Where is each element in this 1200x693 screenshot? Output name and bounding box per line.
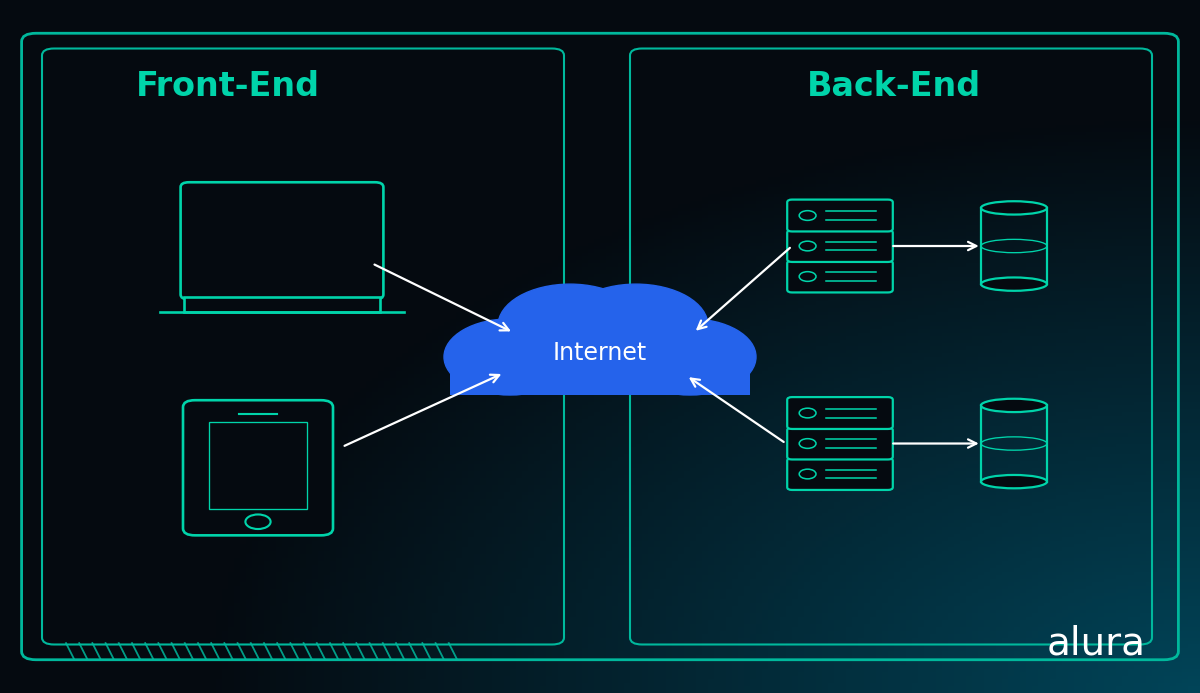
FancyBboxPatch shape bbox=[787, 261, 893, 292]
Circle shape bbox=[518, 296, 682, 390]
FancyBboxPatch shape bbox=[787, 397, 893, 429]
FancyBboxPatch shape bbox=[182, 400, 332, 535]
Text: Front-End: Front-End bbox=[136, 70, 320, 103]
Bar bbox=[185, 297, 379, 312]
Text: alura: alura bbox=[1046, 624, 1146, 662]
Text: Back-End: Back-End bbox=[806, 70, 982, 103]
FancyBboxPatch shape bbox=[787, 230, 893, 262]
Bar bbox=[205, 199, 359, 283]
FancyBboxPatch shape bbox=[787, 428, 893, 459]
Ellipse shape bbox=[982, 277, 1046, 291]
Bar bbox=[450, 350, 750, 395]
Ellipse shape bbox=[982, 475, 1046, 489]
Circle shape bbox=[596, 320, 712, 387]
Ellipse shape bbox=[982, 201, 1046, 215]
Bar bbox=[209, 421, 307, 509]
Circle shape bbox=[624, 319, 756, 395]
FancyBboxPatch shape bbox=[787, 458, 893, 490]
Circle shape bbox=[444, 319, 576, 395]
Circle shape bbox=[564, 284, 708, 367]
FancyBboxPatch shape bbox=[787, 200, 893, 231]
Text: Internet: Internet bbox=[553, 342, 647, 365]
Circle shape bbox=[488, 320, 604, 387]
Circle shape bbox=[498, 284, 642, 367]
Ellipse shape bbox=[982, 398, 1046, 412]
FancyBboxPatch shape bbox=[180, 182, 384, 299]
